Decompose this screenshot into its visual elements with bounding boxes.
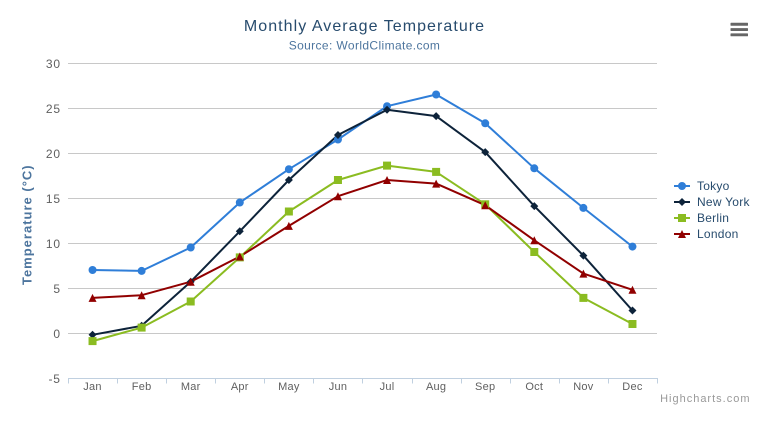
svg-text:Mar: Mar	[181, 381, 201, 393]
svg-text:May: May	[278, 381, 300, 393]
svg-text:-5: -5	[49, 372, 61, 386]
svg-text:5: 5	[53, 282, 60, 296]
svg-text:Berlin: Berlin	[697, 211, 729, 225]
svg-text:Feb: Feb	[132, 381, 152, 393]
svg-text:Jan: Jan	[83, 381, 102, 393]
svg-text:30: 30	[46, 57, 61, 71]
svg-text:Jun: Jun	[329, 381, 348, 393]
svg-text:15: 15	[46, 192, 61, 206]
svg-text:London: London	[697, 227, 739, 241]
svg-text:Highcharts.com: Highcharts.com	[660, 393, 750, 405]
svg-text:0: 0	[53, 327, 60, 341]
svg-text:Nov: Nov	[573, 381, 594, 393]
svg-text:20: 20	[46, 147, 61, 161]
svg-text:Oct: Oct	[525, 381, 543, 393]
svg-text:Apr: Apr	[231, 381, 249, 393]
svg-text:Aug: Aug	[426, 381, 446, 393]
svg-text:Temperature (°C): Temperature (°C)	[20, 164, 35, 285]
svg-text:Sep: Sep	[475, 381, 495, 393]
svg-text:Monthly Average Temperature: Monthly Average Temperature	[244, 18, 485, 35]
svg-text:25: 25	[46, 102, 61, 116]
svg-text:Source: WorldClimate.com: Source: WorldClimate.com	[289, 39, 441, 53]
svg-text:10: 10	[46, 237, 61, 251]
svg-text:New York: New York	[697, 195, 750, 209]
svg-text:Tokyo: Tokyo	[697, 179, 730, 193]
svg-text:Dec: Dec	[622, 381, 643, 393]
svg-text:Jul: Jul	[380, 381, 395, 393]
